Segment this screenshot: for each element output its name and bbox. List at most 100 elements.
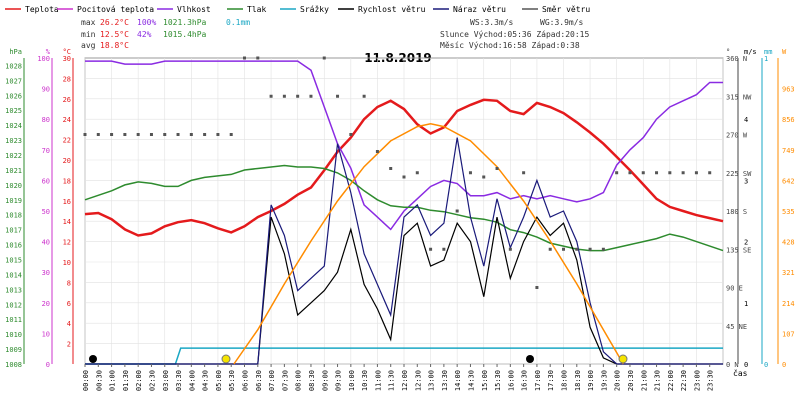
direction-point-6 [163,133,167,136]
temperature-axis-tick-0: 30 [63,55,71,63]
solar-axis-unit: W [782,48,787,56]
solar-axis-tick-2: 749 [782,147,795,155]
wind-axis-tick-1: 3 [744,177,748,185]
x-tick-label-7: 03:30 [175,370,183,391]
direction-point-1 [96,133,100,136]
humidity-axis-tick-4: 60 [42,177,50,185]
pressure-axis-tick-13: 1015 [5,257,22,265]
direction-point-26 [429,247,433,251]
x-tick-label-35: 17:30 [547,370,555,391]
humidity-axis-tick-6: 40 [42,239,50,247]
direction-point-4 [136,133,140,136]
x-tick-label-37: 18:30 [574,370,582,391]
pressure-axis-tick-4: 1024 [5,122,22,130]
wind-axis-tick-0: 4 [744,116,748,124]
temperature-axis-tick-9: 12 [63,239,71,247]
stat-max-temp: 26.2°C [100,18,129,27]
x-tick-label-19: 09:30 [335,370,343,391]
legend-label-5: Rychlost větru [358,5,426,14]
sunset-marker [618,354,628,364]
x-tick-label-22: 11:00 [374,370,382,391]
solar-axis-tick-4: 535 [782,208,795,216]
stat-avg-label: avg [81,41,96,50]
pressure-axis-tick-8: 1020 [5,182,22,190]
x-tick-label-1: 00:30 [95,370,103,391]
x-tick-label-44: 22:00 [667,370,675,391]
direction-point-40 [615,171,619,175]
solar-axis-tick-3: 642 [782,177,795,185]
solar-axis-tick-8: 107 [782,330,795,338]
x-axis-ticks: 00:00 00:30 01:00 01:30 02:00 02:30 03:00 03:30… [82,364,715,391]
direction-point-34 [535,286,539,289]
stat-min-label: min [81,30,96,39]
direction-axis-tick-3: 225 SW [726,170,752,178]
stats-block: max 26.2°C 100% 1021.3hPa 0.1mm min 12.5… [81,18,589,50]
x-tick-label-26: 13:00 [428,370,436,391]
direction-axis-tick-4: 180 S [726,208,747,216]
direction-point-17 [309,94,313,98]
stat-max-press: 1021.3hPa [163,18,207,27]
temperature-axis-tick-2: 26 [63,96,71,104]
direction-point-16 [296,94,300,98]
series-line-0 [84,98,724,237]
direction-point-41 [628,171,632,175]
x-tick-label-45: 22:30 [680,370,688,391]
legend-label-3: Tlak [247,5,266,14]
x-tick-label-5: 02:30 [148,370,156,391]
legend-label-1: Pocitová teplota [77,5,154,14]
rain-axis-unit: mm [764,48,772,56]
x-tick-label-33: 16:30 [521,370,529,391]
pressure-axis-tick-16: 1012 [5,301,22,309]
axis-labels: hPa1028102710261025102410231022102110201… [5,48,795,369]
x-tick-label-2: 01:00 [109,370,117,391]
x-tick-label-36: 18:00 [561,370,569,391]
solar-axis-tick-9: 0 [782,361,786,369]
x-tick-label-4: 02:00 [135,370,143,391]
temperature-axis-unit: °C [63,48,71,56]
solar-axis-tick-0: 963 [782,86,795,94]
solar-axis-tick-6: 321 [782,269,795,277]
stat-max-label: max [81,18,96,27]
humidity-axis-tick-3: 70 [42,147,50,155]
pressure-axis-tick-15: 1013 [5,286,22,294]
x-tick-label-30: 15:00 [481,370,489,391]
direction-axis-tick-8: 0 N [726,361,739,369]
direction-point-15 [282,94,286,98]
direction-point-42 [641,171,645,175]
humidity-axis-tick-9: 10 [42,330,50,338]
pressure-axis-tick-14: 1014 [5,271,22,279]
legend-label-0: Teplota [25,5,59,14]
direction-axis-unit: ° [726,48,730,56]
solar-axis-tick-1: 856 [782,116,795,124]
wind-axis-unit: m/s [744,48,757,56]
x-tick-label-10: 05:00 [215,370,223,391]
x-tick-label-32: 16:00 [507,370,515,391]
direction-point-29 [468,171,472,175]
x-tick-label-43: 21:30 [654,370,662,391]
series-line-6 [233,123,624,365]
x-tick-label-13: 06:30 [255,370,263,391]
x-tick-label-20: 10:00 [348,370,356,391]
x-tick-label-12: 06:00 [242,370,250,391]
direction-point-39 [601,247,605,251]
pressure-axis-tick-9: 1019 [5,197,22,205]
direction-point-32 [508,247,512,251]
x-tick-label-18: 09:00 [321,370,329,391]
x-tick-label-25: 12:30 [414,370,422,391]
direction-point-23 [389,167,393,170]
stat-wg: WG:3.9m/s [540,18,584,27]
moonset-marker [89,355,97,363]
direction-point-21 [362,94,366,98]
direction-point-24 [402,175,406,179]
pressure-axis-unit: hPa [9,48,22,56]
x-tick-label-47: 23:30 [707,370,715,391]
direction-point-44 [668,171,672,175]
direction-point-10 [216,133,220,136]
pressure-axis-tick-18: 1010 [5,331,22,339]
direction-point-5 [149,133,153,136]
direction-axis-tick-7: 45 NE [726,323,747,331]
direction-point-0 [83,133,87,136]
x-tick-label-38: 19:00 [587,370,595,391]
